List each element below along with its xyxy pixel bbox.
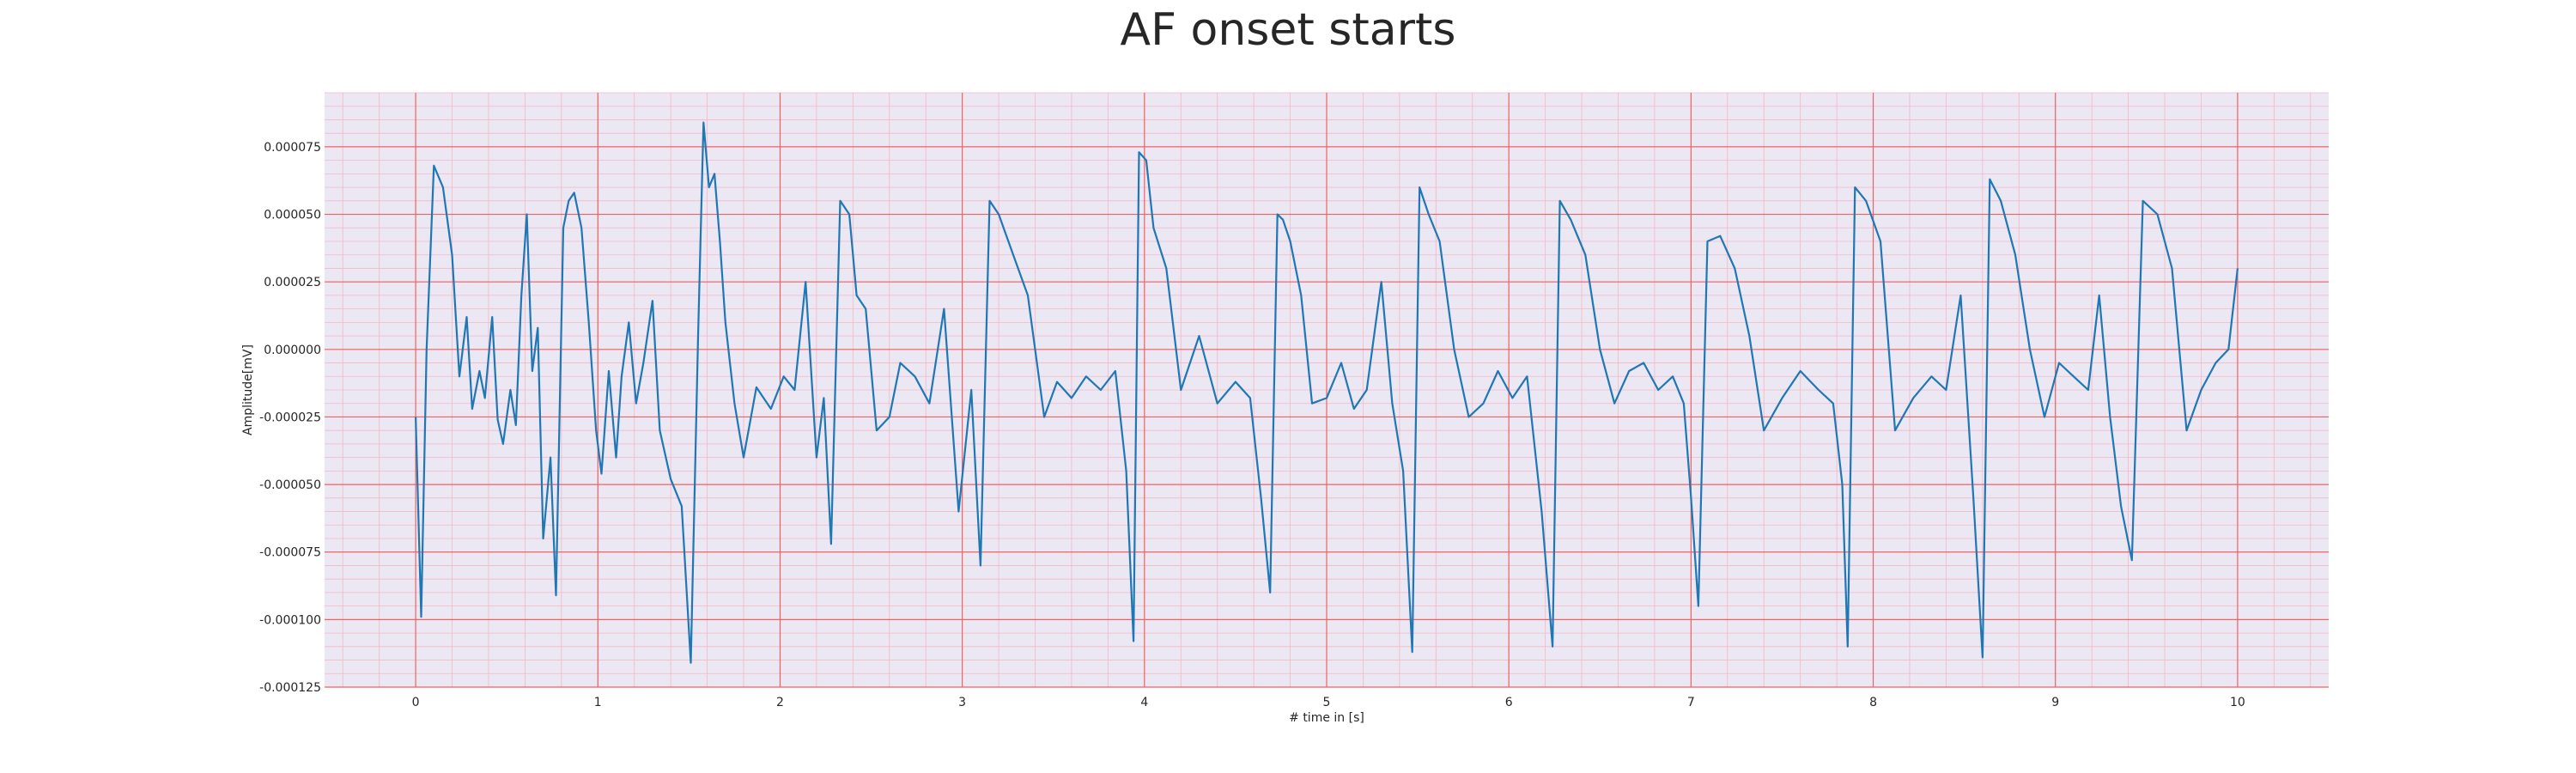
x-tick-label: 2 [776, 696, 784, 709]
major-grid [325, 93, 2329, 688]
x-tick-label: 5 [1323, 696, 1331, 709]
y-tick-label: -0.000100 [259, 613, 321, 627]
x-axis-ticks: 0 1 2 3 4 5 6 7 8 9 10 [412, 696, 2245, 709]
x-axis-label: # time in [s] [1289, 711, 1364, 725]
y-tick-label: 0.000050 [264, 209, 321, 222]
y-axis-ticks: -0.000125 -0.000100 -0.000075 -0.000050 -0.0… [259, 141, 321, 695]
x-tick-label: 8 [1869, 696, 1877, 709]
y-tick-label: 0.000025 [264, 276, 321, 289]
x-tick-label: 7 [1687, 696, 1695, 709]
series-layer [415, 121, 2239, 664]
x-tick-label: 1 [594, 696, 602, 709]
series-line-0 [415, 121, 2239, 664]
y-axis-label: Amplitude[mV] [241, 344, 255, 435]
y-tick-label: -0.000050 [259, 478, 321, 492]
y-tick-label: 0.000000 [264, 344, 321, 357]
chart-title: AF onset starts [1121, 4, 1456, 56]
x-tick-label: 3 [958, 696, 966, 709]
x-tick-label: 10 [2230, 696, 2245, 709]
x-tick-label: 6 [1505, 696, 1513, 709]
x-tick-label: 4 [1140, 696, 1148, 709]
y-tick-label: -0.000075 [259, 546, 321, 560]
y-tick-label: -0.000025 [259, 411, 321, 424]
x-tick-label: 0 [412, 696, 420, 709]
x-tick-label: 9 [2051, 696, 2059, 709]
y-tick-label: 0.000075 [264, 141, 321, 155]
y-tick-label: -0.000125 [259, 681, 321, 695]
